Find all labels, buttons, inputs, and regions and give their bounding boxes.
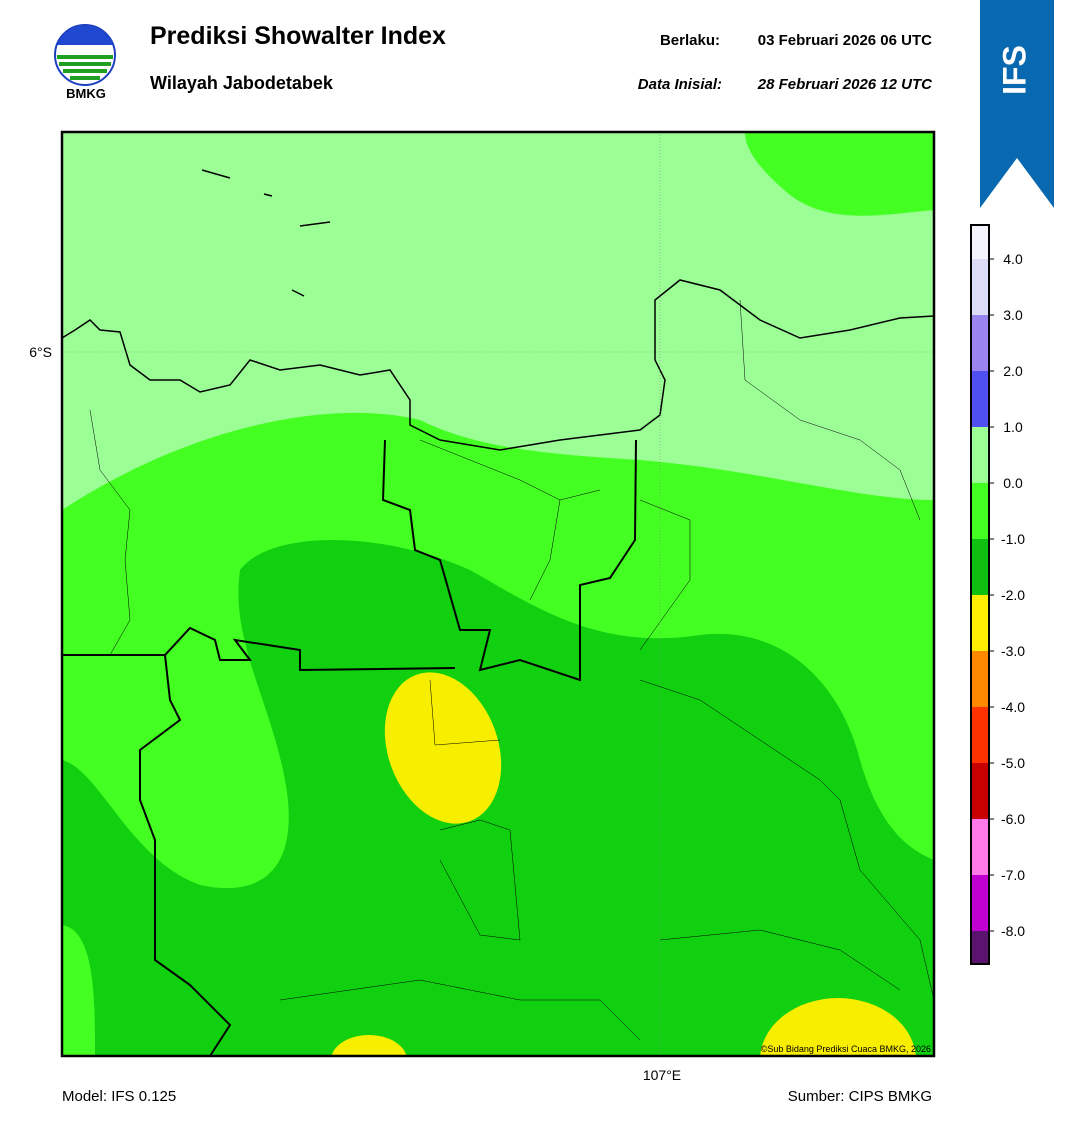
colorbar-label: -2.0	[1001, 587, 1025, 603]
colorbar-label: -7.0	[1001, 867, 1025, 883]
init-label: Data Inisial:	[638, 76, 722, 93]
colorbar-swatch	[971, 371, 989, 427]
colorbar-swatch	[971, 259, 989, 315]
badge	[980, 0, 1054, 208]
title: Prediksi Showalter Index	[150, 22, 446, 50]
source: Sumber: CIPS BMKG	[788, 1088, 932, 1105]
colorbar-swatch	[971, 875, 989, 931]
valid-time: 03 Februari 2026 06 UTC	[758, 32, 932, 49]
colorbar-swatch	[971, 707, 989, 763]
map-frame	[60, 130, 936, 1058]
map	[62, 132, 934, 1056]
valid-label: Berlaku:	[660, 32, 720, 49]
colorbar-swatch	[971, 225, 989, 259]
lon-label: 107°E	[643, 1067, 681, 1083]
colorbar: 4.0 3.0 2.0 1.0 0.0 -1.0 -2.0 -3.0 -4.0 -5.0 -6.0 -…	[970, 224, 1025, 965]
init-time: 28 Februari 2026 12 UTC	[757, 76, 933, 93]
colorbar-label: 3.0	[1003, 307, 1023, 323]
colorbar-label: -4.0	[1001, 699, 1025, 715]
colorbar-swatch	[971, 539, 989, 595]
colorbar-swatch	[971, 651, 989, 707]
logo-text: BMKG	[66, 86, 106, 101]
colorbar-label: -6.0	[1001, 811, 1025, 827]
colorbar-label: -8.0	[1001, 923, 1025, 939]
logo	[54, 24, 116, 86]
colorbar-swatch	[971, 427, 989, 483]
colorbar-label: -5.0	[1001, 755, 1025, 771]
colorbar-swatch	[971, 763, 989, 819]
colorbar-label: 1.0	[1003, 419, 1023, 435]
lat-label: 6°S	[29, 344, 52, 360]
colorbar-swatch	[971, 595, 989, 651]
credit: ©Sub Bidang Prediksi Cuaca BMKG, 2026	[761, 1044, 931, 1054]
colorbar-label: 4.0	[1003, 251, 1023, 267]
colorbar-label: -1.0	[1001, 531, 1025, 547]
colorbar-swatch	[971, 483, 989, 539]
colorbar-swatch	[971, 819, 989, 875]
badge-text: IFS	[996, 45, 1032, 95]
colorbar-swatch	[971, 315, 989, 371]
model: Model: IFS 0.125	[62, 1088, 176, 1105]
colorbar-label: -3.0	[1001, 643, 1025, 659]
colorbar-label: 0.0	[1003, 475, 1023, 491]
colorbar-label: 2.0	[1003, 363, 1023, 379]
colorbar-swatch	[971, 931, 989, 964]
subtitle: Wilayah Jabodetabek	[150, 73, 334, 93]
